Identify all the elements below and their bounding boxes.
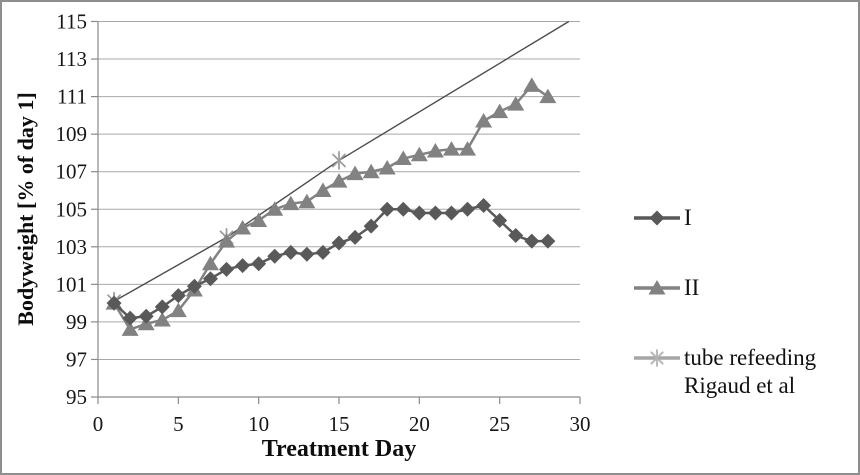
series-i xyxy=(106,197,556,326)
axes xyxy=(91,20,581,404)
svg-text:113: 113 xyxy=(56,47,87,71)
svg-text:105: 105 xyxy=(56,197,88,221)
svg-text:103: 103 xyxy=(56,235,88,259)
svg-text:0: 0 xyxy=(93,412,104,436)
series-ii xyxy=(105,77,557,336)
series-i-diamond-icon xyxy=(634,210,680,226)
svg-text:107: 107 xyxy=(56,160,88,184)
legend-item-series-i: I xyxy=(632,204,858,232)
x-tick-labels: 0 5 10 15 20 25 30 xyxy=(93,412,591,436)
svg-text:20: 20 xyxy=(409,412,430,436)
y-axis-title: Bodyweight [% of day 1] xyxy=(13,92,38,326)
svg-text:109: 109 xyxy=(56,122,88,146)
legend-label-series-ii: II xyxy=(684,275,700,300)
tube-refeeding-asterisk-icon xyxy=(634,349,680,367)
svg-text:95: 95 xyxy=(66,385,87,409)
x-axis-title: Treatment Day xyxy=(261,436,417,462)
svg-text:30: 30 xyxy=(570,412,591,436)
svg-text:99: 99 xyxy=(66,310,87,334)
legend: I II tube refeeding Rigaud et al xyxy=(632,204,858,400)
svg-text:97: 97 xyxy=(66,347,87,371)
svg-text:115: 115 xyxy=(56,10,87,34)
y-tick-labels: 95 97 99 101 103 105 107 109 111 113 115 xyxy=(56,10,88,410)
legend-item-series-ii: II xyxy=(632,274,858,302)
series-ii-triangle-icon xyxy=(634,280,680,295)
legend-label-tube-refeeding: tube refeeding Rigaud et al xyxy=(684,345,817,398)
svg-text:101: 101 xyxy=(56,272,88,296)
series-tube-refeeding-rigaud-et-al xyxy=(107,20,570,311)
svg-text:25: 25 xyxy=(489,412,510,436)
svg-text:15: 15 xyxy=(329,412,350,436)
legend-label-series-i: I xyxy=(684,205,692,230)
svg-text:5: 5 xyxy=(173,412,184,436)
gridlines xyxy=(98,21,580,398)
legend-item-tube-refeeding: tube refeeding Rigaud et al xyxy=(632,344,858,400)
svg-text:111: 111 xyxy=(57,85,87,109)
svg-text:10: 10 xyxy=(248,412,269,436)
